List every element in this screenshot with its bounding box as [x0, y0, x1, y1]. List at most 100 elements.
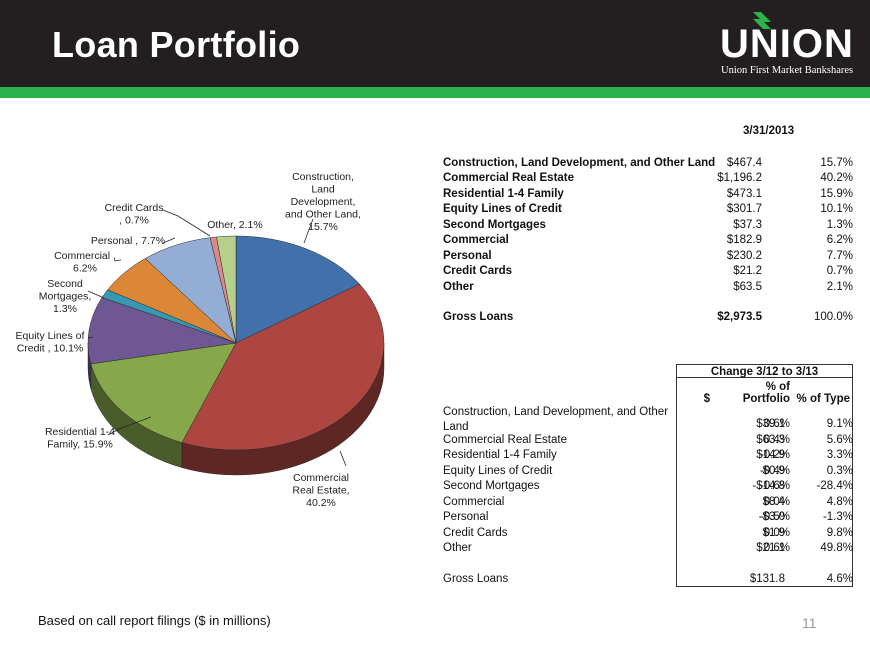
- change-row-type: 49.8%: [820, 542, 853, 554]
- change-row-name: Commercial: [443, 496, 505, 508]
- portfolio-row-name: Equity Lines of Credit: [443, 203, 562, 215]
- change-table-title: Change 3/12 to 3/13: [710, 366, 819, 378]
- portfolio-row-name: Other: [443, 281, 474, 293]
- pie-label-second-mortgages: Second Mortgages, 1.3%: [39, 278, 92, 315]
- pie-label-line: Second: [47, 278, 83, 290]
- change-row-portfolio: 0.6%: [763, 418, 790, 430]
- pie-label-line: Mortgages,: [39, 291, 92, 303]
- change-row-dollar: $39.1: [756, 418, 785, 430]
- change-total-row: Gross Loans $131.8 4.6%: [443, 573, 853, 588]
- change-row-portfolio: 0.0%: [763, 496, 790, 508]
- portfolio-row-value: $21.2: [733, 265, 762, 277]
- change-row-name: Second Mortgages: [443, 480, 540, 492]
- pie-label-line: Construction,: [292, 171, 354, 183]
- change-first-row-name: Construction, Land Development, and Othe…: [443, 405, 673, 435]
- portfolio-row: Personal $230.2 7.7%: [443, 250, 853, 265]
- portfolio-row-name: Commercial: [443, 234, 509, 246]
- pie-label-credit-cards: Credit Cards, 0.7%: [105, 202, 164, 227]
- change-row-type: 4.8%: [826, 496, 853, 508]
- portfolio-row: Construction, Land Development, and Othe…: [443, 157, 853, 172]
- col-dollar-header: $: [703, 393, 710, 405]
- change-row-portfolio: -0.6%: [759, 480, 790, 492]
- portfolio-row: Commercial Real Estate $1,196.2 40.2%: [443, 172, 853, 187]
- change-row-name: Other: [443, 542, 472, 554]
- change-row: Commercial $8.4 0.0% 4.8%: [443, 496, 853, 511]
- header-bar: [0, 0, 870, 87]
- portfolio-row: Second Mortgages $37.3 1.3%: [443, 219, 853, 234]
- portfolio-row-name: Credit Cards: [443, 265, 513, 277]
- pie-label-line: Personal , 7.7%: [91, 235, 165, 247]
- portfolio-row: Commercial $182.9 6.2%: [443, 234, 853, 249]
- portfolio-total-row: Gross Loans $2,973.5 100.0%: [443, 311, 853, 326]
- change-row-dollar: $14.9: [756, 449, 785, 461]
- change-first-row-name-line2: Land: [443, 421, 469, 433]
- pie-label-line: Commercial ,: [54, 250, 116, 262]
- change-row-dollar: $21.1: [756, 542, 785, 554]
- leader-line-second-mortgages: [87, 290, 105, 299]
- pie-label-line: Commercial: [293, 472, 349, 484]
- pie-label-line: Credit Cards: [105, 202, 164, 214]
- change-row: Second Mortgages -$14.8 -0.6% -28.4%: [443, 480, 853, 495]
- change-row-name: Credit Cards: [443, 527, 508, 539]
- change-row-name: Residential 1-4 Family: [443, 449, 557, 461]
- portfolio-row-value: $2,973.5: [717, 311, 762, 323]
- change-row-dollar: -$14.8: [752, 480, 785, 492]
- change-row-portfolio: -0.4%: [759, 465, 790, 477]
- change-row-portfolio: 0.4%: [763, 434, 790, 446]
- change-row-type: 9.1%: [826, 418, 853, 430]
- pie-slice-residential-1-4-family: [90, 342, 237, 443]
- change-row-type: 9.8%: [826, 527, 853, 539]
- portfolio-row-pct: 7.7%: [826, 250, 853, 262]
- portfolio-row-value: $1,196.2: [717, 172, 762, 184]
- pie-label-equity-lines-of-credit: Equity Lines of Credit , 10.1%: [16, 330, 85, 355]
- change-row: $39.1 0.6% 9.1%: [443, 418, 853, 433]
- portfolio-row: Residential 1-4 Family $473.1 15.9%: [443, 188, 853, 203]
- change-row: Commercial Real Estate $63.3 0.4% 5.6%: [443, 434, 853, 449]
- pie-slice-equity-lines-of-credit: [87, 297, 237, 365]
- page-title: Loan Portfolio: [52, 24, 301, 65]
- change-row: Credit Cards $1.9 0.0% 9.8%: [443, 527, 853, 542]
- change-first-row-name-line1: Construction, Land Development, and Othe…: [443, 406, 669, 418]
- logo-subtitle: Union First Market Bankshares: [721, 65, 854, 76]
- change-row-name: Commercial Real Estate: [443, 434, 567, 446]
- portfolio-row-pct: 100.0%: [813, 311, 853, 323]
- portfolio-row-value: $63.5: [733, 281, 762, 293]
- pie-label-other: Other, 2.1%: [207, 219, 262, 231]
- portfolio-row: Other $63.5 2.1%: [443, 281, 853, 296]
- portfolio-row-name: Gross Loans: [443, 311, 514, 323]
- change-row-dollar: $0.9: [762, 465, 785, 477]
- change-row-portfolio: 0.0%: [763, 527, 790, 539]
- change-row-type: 0.3%: [826, 465, 853, 477]
- pie-label-line: Family, 15.9%: [47, 439, 113, 451]
- col-portfolio-header-2: Portfolio: [742, 393, 790, 405]
- change-table-divider: [676, 377, 853, 378]
- change-row: Residential 1-4 Family $14.9 -0.2% 3.3%: [443, 449, 853, 464]
- pie-label-line: 40.2%: [306, 497, 336, 509]
- portfolio-row-value: $230.2: [726, 250, 762, 262]
- portfolio-row-pct: 40.2%: [820, 172, 853, 184]
- change-row-type: 3.3%: [826, 449, 853, 461]
- loan-portfolio-pie-chart: Construction, Land Development, and Other L…: [16, 171, 385, 509]
- green-accent-bar: [0, 87, 870, 98]
- portfolio-row-pct: 15.9%: [820, 188, 853, 200]
- col-portfolio-header-1: % of: [765, 381, 790, 393]
- change-row-name: Personal: [443, 511, 489, 523]
- portfolio-row-name: Second Mortgages: [443, 219, 546, 231]
- pie-label-line: 15.7%: [308, 221, 338, 233]
- pie-label-line: Credit , 10.1%: [17, 343, 84, 355]
- col-type-header: % of Type: [796, 393, 850, 405]
- leader-line-commercial-real-estate: [339, 450, 347, 467]
- change-row-portfolio: -0.5%: [759, 511, 790, 523]
- portfolio-row-pct: 0.7%: [826, 265, 853, 277]
- pie-slice-other: [216, 235, 237, 344]
- footnote: Based on call report filings ($ in milli…: [38, 613, 271, 628]
- portfolio-row-value: $182.9: [726, 234, 762, 246]
- portfolio-row-pct: 15.7%: [820, 157, 853, 169]
- pie-label-line: Real Estate,: [292, 485, 349, 497]
- portfolio-row-value: $467.4: [726, 157, 762, 169]
- portfolio-row-pct: 6.2%: [826, 234, 853, 246]
- change-row: Equity Lines of Credit $0.9 -0.4% 0.3%: [443, 465, 853, 480]
- pie-label-line: Residential 1-4: [45, 426, 115, 438]
- change-row-dollar: $131.8: [749, 573, 785, 585]
- portfolio-row-value: $301.7: [726, 203, 762, 215]
